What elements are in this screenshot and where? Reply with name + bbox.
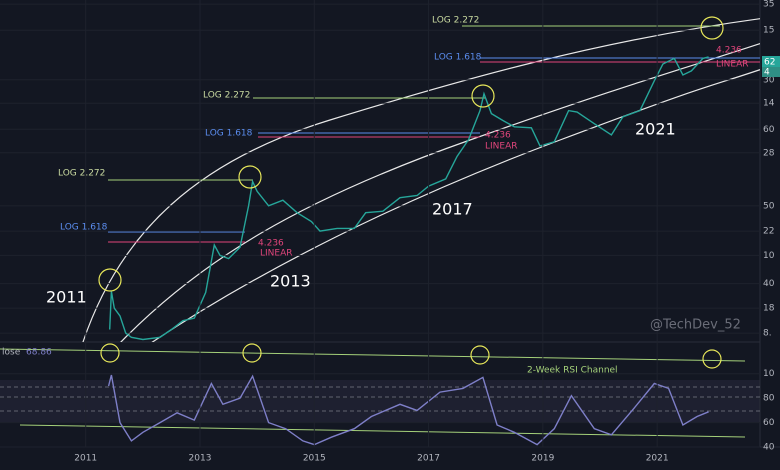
y-tick-label: 8. xyxy=(763,329,772,339)
highlight-circle xyxy=(238,165,262,189)
data-line xyxy=(107,374,709,446)
highlight-circle xyxy=(98,268,122,292)
cycle-label: 2021 xyxy=(635,120,676,139)
fib-label: LOG 2.272 xyxy=(58,169,105,179)
highlight-circle xyxy=(470,345,490,365)
fib-label: LOG 1.618 xyxy=(434,53,482,63)
cycle-label: 2013 xyxy=(270,272,311,291)
x-tick-label: 2013 xyxy=(189,454,212,464)
y-tick-label: 30 xyxy=(763,75,775,85)
arc xyxy=(82,18,760,342)
highlight-circle xyxy=(700,16,724,40)
data-line xyxy=(109,56,709,341)
fib-label: LINEAR xyxy=(260,249,293,259)
y-tick-label: 14 xyxy=(763,99,775,109)
fib-label: 4.236 xyxy=(485,131,511,141)
cycle-label: 2011 xyxy=(46,288,87,307)
pane xyxy=(0,3,760,341)
cycle-label: 2017 xyxy=(432,200,473,219)
fib-label: LINEAR xyxy=(485,142,518,152)
fib-label: LINEAR xyxy=(716,60,749,70)
highlight-circle xyxy=(100,343,120,363)
y-tick-label: 35 xyxy=(763,0,774,10)
fib-label: 4.236 xyxy=(258,239,284,249)
price-tag xyxy=(762,56,780,67)
fib-label: 4.236 xyxy=(716,46,742,56)
price-tag-label: 62 xyxy=(764,58,775,68)
price-tag-label: 4 xyxy=(764,68,770,78)
fib-label: LOG 1.618 xyxy=(205,129,253,139)
y-tick-label: 15 xyxy=(763,26,774,36)
arc xyxy=(120,43,760,342)
y-tick-label: 80 xyxy=(763,394,775,404)
highlight-circle xyxy=(702,349,722,369)
fib-label: LOG 1.618 xyxy=(60,223,108,233)
x-tick-label: 2011 xyxy=(74,454,97,464)
x-tick-label: 2021 xyxy=(646,454,669,464)
watermark: @TechDev_52 xyxy=(650,318,741,333)
fib-label: LOG 2.272 xyxy=(432,16,479,26)
x-tick-label: 2015 xyxy=(303,454,326,464)
y-tick-label: 10 xyxy=(763,251,775,261)
y-tick-label: 18 xyxy=(763,304,775,314)
y-tick-label: 40 xyxy=(763,443,775,453)
y-tick-label: 50 xyxy=(763,201,775,211)
y-tick-label: 10 xyxy=(763,369,775,379)
legend-label: lose xyxy=(2,348,21,358)
x-tick-label: 2017 xyxy=(417,454,440,464)
rsi-channel xyxy=(19,424,746,438)
y-tick-label: 28 xyxy=(763,148,775,158)
highlight-circle xyxy=(242,343,262,363)
y-tick-label: 60 xyxy=(763,125,775,135)
x-tick-label: 2019 xyxy=(531,454,554,464)
fib-label: LOG 2.272 xyxy=(203,91,250,101)
last-value-label: 68.86 xyxy=(26,348,52,358)
pane xyxy=(0,373,760,448)
y-tick-label: 60 xyxy=(763,418,775,428)
y-tick-label: 40 xyxy=(763,279,775,289)
highlight-circle xyxy=(471,84,495,108)
rsi-channel-label: 2-Week RSI Channel xyxy=(527,366,618,376)
price-tag xyxy=(762,67,780,77)
rsi-channel xyxy=(0,348,746,362)
y-tick-label: 22 xyxy=(763,227,774,237)
